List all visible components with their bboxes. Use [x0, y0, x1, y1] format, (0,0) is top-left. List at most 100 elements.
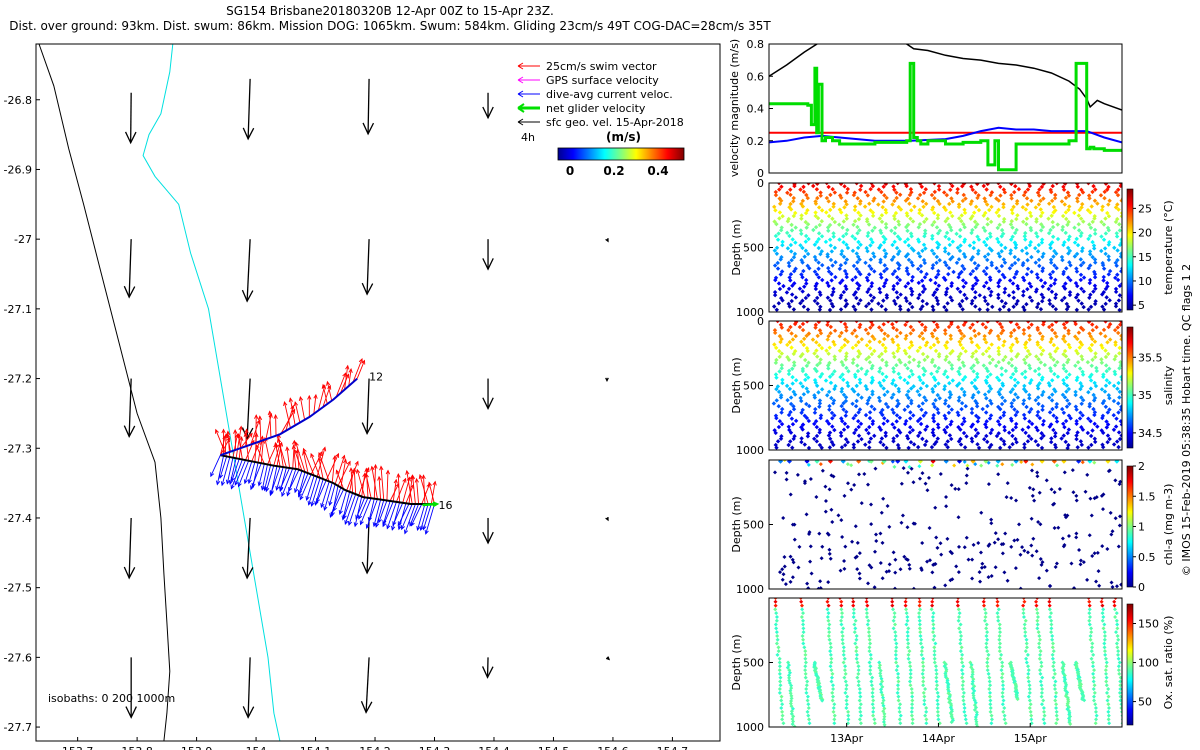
- temperature-sample: [988, 234, 993, 239]
- temperature-sample: [872, 225, 877, 230]
- temperature-sample: [865, 219, 870, 224]
- temperature-sample: [1027, 183, 1032, 189]
- temperature-sample: [924, 301, 930, 307]
- swim-arrow-16: [263, 437, 272, 466]
- temperature-sample: [1015, 213, 1020, 218]
- temperature-sample: [826, 265, 831, 271]
- salinity-sample: [936, 365, 941, 371]
- temperature-sample: [922, 234, 927, 239]
- temperature-sample: [1113, 289, 1119, 295]
- temperature-sample: [842, 184, 847, 189]
- salinity-sample: [1050, 378, 1055, 383]
- salinity-sample: [959, 386, 965, 392]
- swim-return-arrow-22: [321, 383, 328, 405]
- salinity-sample: [1089, 442, 1094, 448]
- temperature-sample: [970, 187, 975, 193]
- temperature-sample: [889, 228, 894, 233]
- temperature-sample: [868, 186, 873, 192]
- temperature-sample: [830, 187, 835, 192]
- temperature-sample: [950, 183, 955, 189]
- swim-arrow-24-head: [291, 444, 296, 450]
- temperature-sample: [858, 242, 863, 247]
- temperature-sample: [1074, 307, 1080, 312]
- temperature-sample: [816, 231, 822, 236]
- salinity-sample: [830, 416, 835, 421]
- temperature-sample: [985, 222, 990, 227]
- oxygen-sample: [1029, 717, 1034, 722]
- salinity-sample: [906, 389, 911, 394]
- salinity-sample: [929, 359, 935, 365]
- salinity-sample: [904, 433, 910, 439]
- salinity-sample: [881, 322, 886, 327]
- temperature-sample: [1021, 289, 1026, 294]
- oxygen-sample: [894, 660, 899, 665]
- salinity-sample: [812, 393, 817, 398]
- salinity-sample: [828, 331, 833, 336]
- salinity-sample: [1088, 433, 1094, 439]
- salinity-sample: [943, 331, 948, 336]
- oxygen-sample: [1050, 641, 1055, 646]
- salinity-sample: [1051, 427, 1056, 433]
- oxygen-sample: [832, 702, 837, 707]
- oxygen-sample: [1103, 652, 1108, 657]
- salinity-sample: [1055, 359, 1060, 365]
- temperature-colorbar-label: temperature (°C): [1162, 200, 1175, 294]
- oxygen-sample: [933, 664, 938, 669]
- temperature-sample: [1034, 219, 1039, 224]
- oxygen-sample: [869, 679, 874, 684]
- salinity-sample: [878, 383, 884, 388]
- oxygen-sample: [842, 668, 847, 673]
- temperature-sample: [996, 183, 1001, 186]
- salinity-sample: [791, 351, 796, 357]
- dac-arrow-10-head: [243, 479, 248, 485]
- oxygen-sample: [774, 614, 779, 619]
- temperature-sample: [975, 278, 980, 283]
- salinity-sample: [1050, 392, 1055, 397]
- swim-return-arrow-8: [257, 415, 263, 442]
- salinity-sample: [1023, 360, 1028, 366]
- map-xtick-label-4: 154.1: [300, 745, 332, 750]
- salinity-sample: [877, 354, 882, 359]
- temperature-sample: [975, 251, 981, 256]
- swim-arrow-5-shaft: [235, 426, 242, 459]
- dac-arrow-20-shaft: [276, 466, 284, 490]
- chla-sample: [802, 481, 807, 486]
- temperature-sample: [844, 242, 849, 247]
- chla-sample: [784, 470, 789, 475]
- swim-arrow-22: [285, 446, 291, 469]
- sfc-arrow-20: [242, 657, 255, 719]
- temperature-sample: [1119, 210, 1122, 216]
- oxygen-sample: [1105, 698, 1110, 703]
- oxygen-sample: [959, 645, 964, 650]
- oxygen-sample: [1106, 717, 1111, 722]
- temperature-sample: [780, 239, 785, 245]
- salinity-sample: [877, 325, 882, 330]
- swim-return-arrow-25-shaft: [339, 374, 349, 394]
- temperature-sample: [1075, 184, 1080, 189]
- temperature-sample: [1025, 258, 1030, 263]
- temperature-sample: [1041, 183, 1046, 187]
- oxygen-sample: [1000, 664, 1005, 669]
- salinity-sample: [1060, 336, 1066, 342]
- salinity-sample: [996, 352, 1002, 357]
- salinity-sample: [859, 337, 864, 342]
- temperature-sample: [840, 225, 845, 230]
- chla-surface-sample: [1023, 460, 1029, 464]
- temperature-sample: [1074, 251, 1080, 257]
- salinity-sample: [1117, 345, 1122, 351]
- temperature-sample: [962, 239, 967, 244]
- oxygen-sample: [909, 687, 914, 692]
- salinity-sample: [924, 424, 930, 429]
- temperature-sample: [880, 204, 885, 210]
- salinity-sample: [985, 368, 991, 374]
- map-xtick-label-8: 154.5: [538, 745, 570, 750]
- chla-sample: [857, 576, 862, 581]
- swim-arrow-40-shaft: [336, 470, 345, 490]
- swim-arrow-44-shaft: [353, 468, 357, 495]
- temperature-sample: [1113, 219, 1119, 225]
- salinity-sample: [881, 386, 886, 391]
- temperature-sample: [958, 227, 963, 233]
- salinity-sample: [868, 325, 873, 330]
- oxygen-sample: [1092, 690, 1097, 695]
